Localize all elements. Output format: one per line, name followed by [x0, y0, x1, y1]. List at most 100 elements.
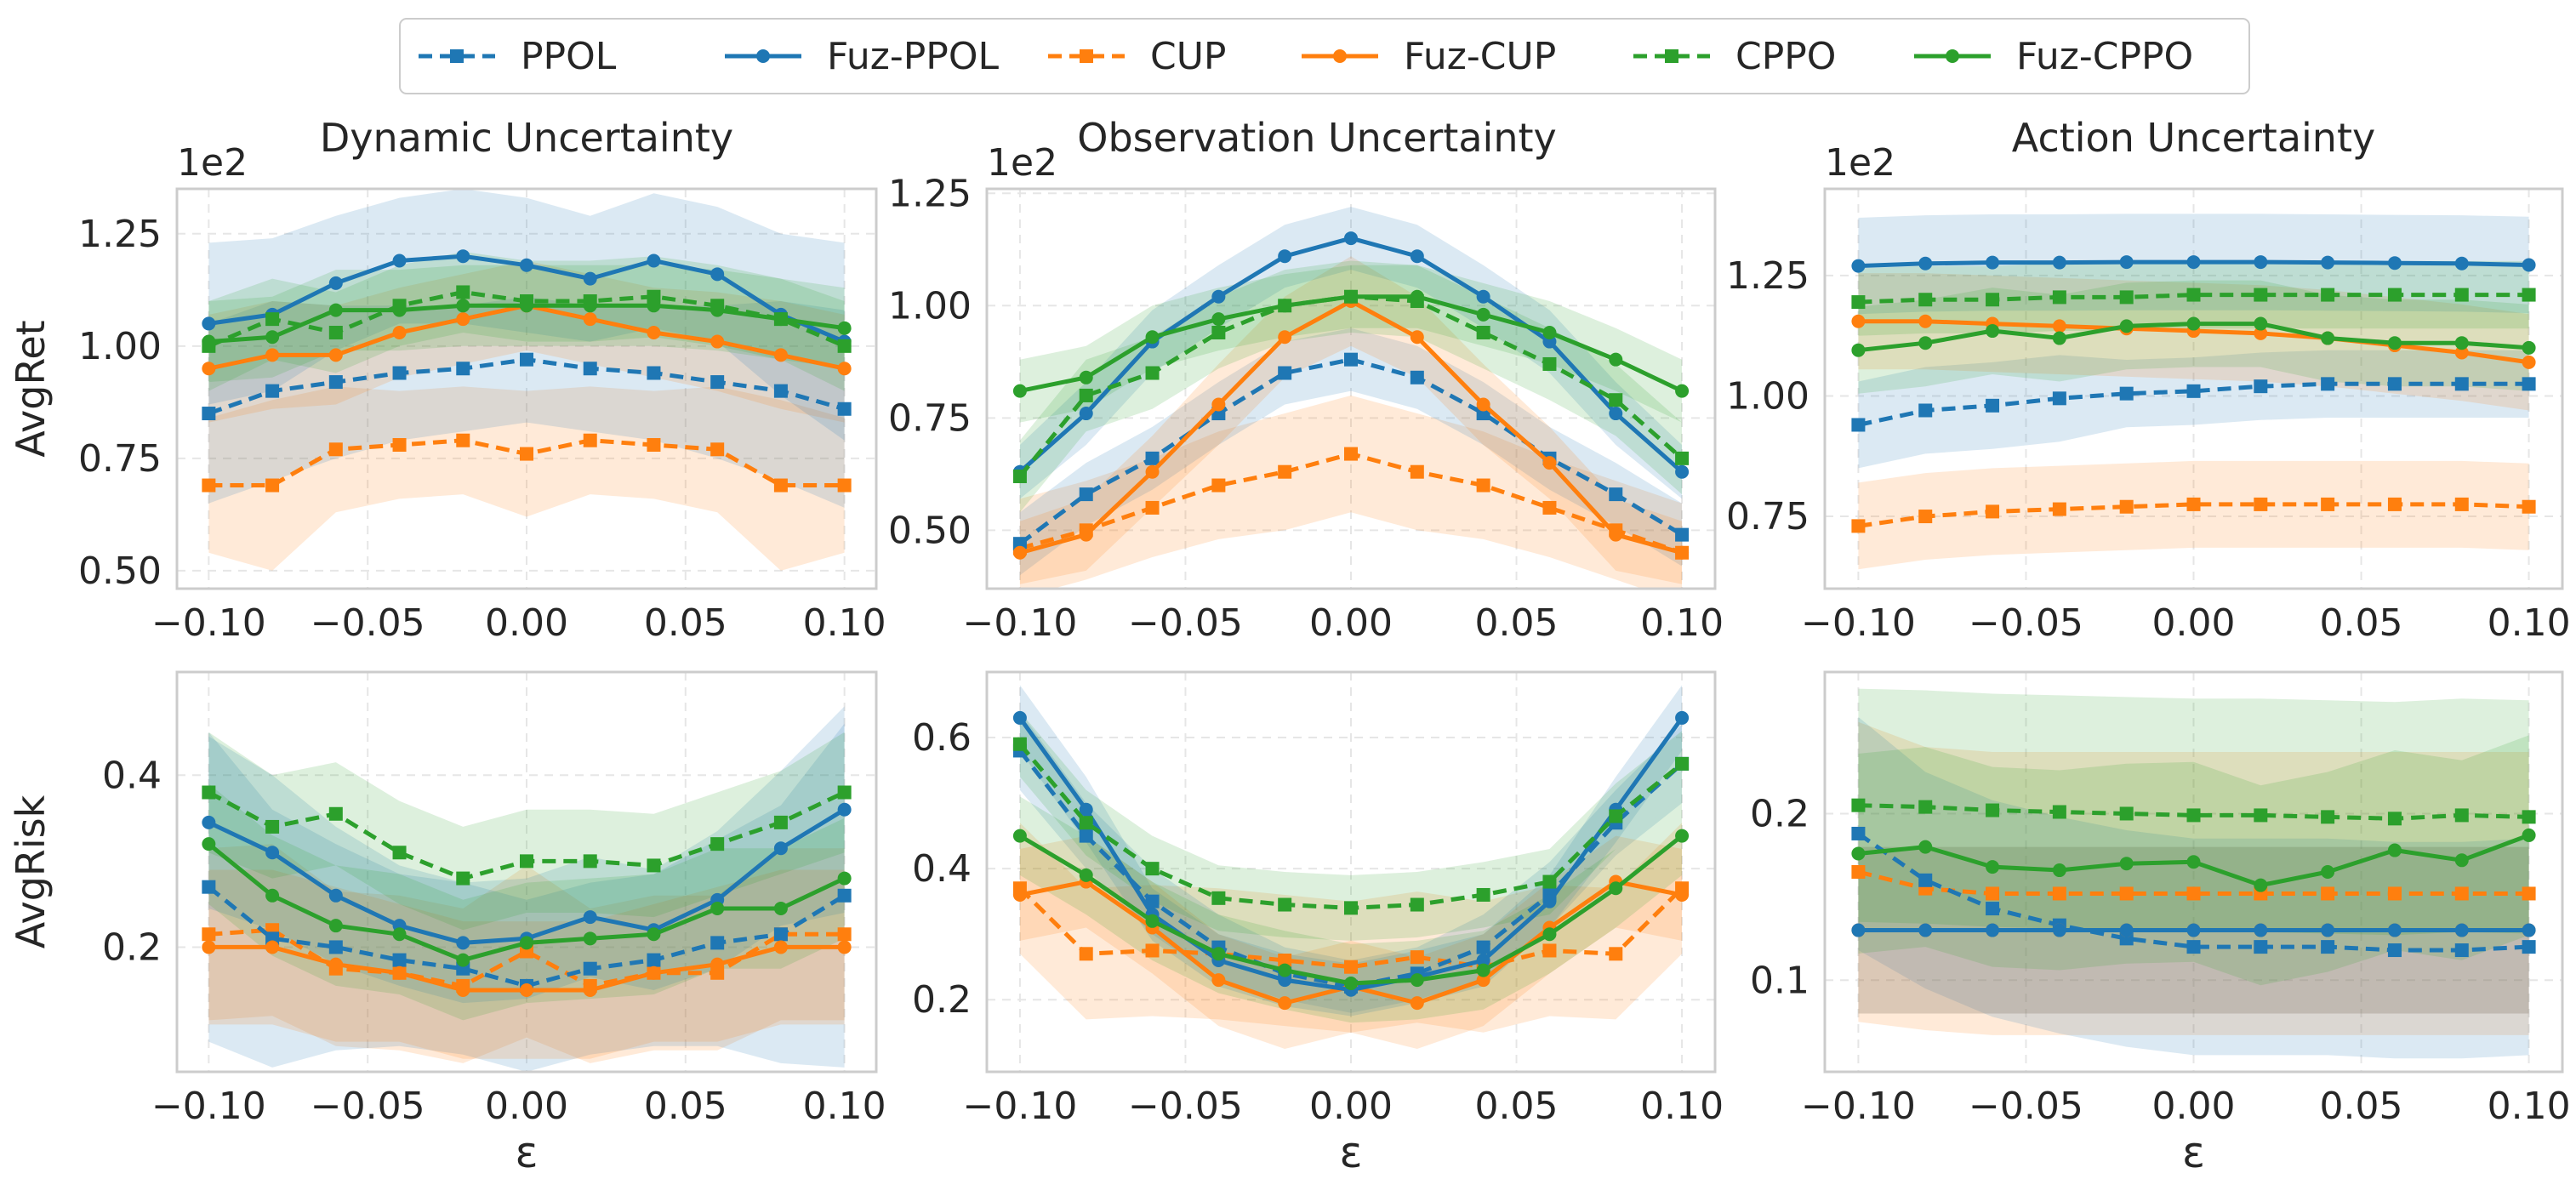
x-tick-label: −0.10 [151, 1085, 266, 1128]
panel-frame [1823, 187, 2564, 590]
band-fuz-cup [1019, 256, 1683, 584]
series-line [1858, 293, 2529, 305]
x-tick-label: 0.05 [644, 601, 727, 645]
data-point [328, 303, 343, 317]
legend-marker-sample [1333, 49, 1347, 63]
data-point [1079, 388, 1093, 402]
data-point [520, 447, 533, 461]
data-point [2321, 886, 2335, 901]
data-point [265, 819, 280, 834]
data-point [1145, 451, 1160, 465]
data-point [2052, 886, 2066, 901]
data-point [1145, 862, 1160, 876]
data-point [647, 927, 661, 942]
data-point [1986, 504, 2000, 519]
legend-label: Fuz-CPPO [2016, 35, 2193, 78]
data-point [1476, 289, 1490, 304]
data-point [2387, 336, 2402, 350]
data-point [1918, 336, 1933, 350]
axis-offset-label: 1e2 [1825, 141, 1895, 185]
data-point [1278, 464, 1292, 479]
data-point [392, 965, 407, 980]
data-point [2454, 288, 2469, 302]
data-point [392, 253, 407, 268]
data-point [2321, 377, 2335, 391]
data-point [1918, 873, 1933, 887]
legend-marker-sample [1946, 49, 1959, 63]
data-point [583, 299, 597, 313]
data-point [2052, 502, 2066, 516]
panel-dyn-risk: −0.10 −0.05 0.00 0.05 0.10 0.2 0.4 AvgRisk ε [8, 670, 886, 1177]
data-point [1145, 914, 1160, 928]
x-tick-label: 0.10 [1640, 601, 1724, 645]
data-point [1278, 963, 1292, 977]
data-point [1344, 231, 1358, 246]
y-tick-label: 0.4 [912, 847, 972, 891]
data-point [1918, 293, 1933, 307]
data-point [583, 931, 597, 946]
data-point [1410, 330, 1424, 345]
data-point [1918, 800, 1933, 814]
data-point [265, 888, 280, 903]
data-point [1344, 960, 1358, 974]
data-point [1012, 887, 1027, 902]
data-point [583, 961, 597, 976]
data-point [328, 442, 343, 457]
data-point [647, 858, 661, 873]
y-tick-label: 0.2 [1750, 792, 1809, 835]
x-tick-label: 0.00 [2152, 601, 2236, 645]
data-point [773, 815, 788, 829]
plot-area [202, 706, 852, 1072]
data-point [2454, 923, 2469, 937]
legend-label: CPPO [1735, 35, 1836, 78]
data-point [2387, 943, 2402, 958]
data-point [2522, 886, 2536, 901]
band-cppo [208, 732, 845, 931]
data-point [2387, 886, 2402, 901]
data-point [583, 271, 597, 286]
data-point [2522, 288, 2536, 302]
data-point [1145, 464, 1160, 479]
data-point [1344, 289, 1358, 304]
data-point [710, 334, 725, 349]
data-point [2522, 340, 2536, 355]
data-point [2387, 923, 2402, 937]
data-point [1851, 519, 1866, 533]
data-point [2052, 319, 2066, 333]
series-cup [1851, 497, 2536, 533]
data-point [647, 366, 661, 380]
data-point [456, 433, 470, 447]
data-point [2254, 940, 2268, 954]
x-tick-labels: −0.10 −0.05 0.00 0.05 0.10 [962, 601, 1724, 645]
data-point [520, 258, 533, 272]
legend-marker-sample [450, 49, 464, 63]
data-point [2522, 355, 2536, 369]
data-point [456, 299, 470, 313]
band-cup [208, 386, 845, 571]
y-tick-label: 0.75 [888, 396, 972, 440]
data-point [1675, 829, 1690, 843]
data-point [2321, 331, 2335, 345]
data-point [1675, 464, 1690, 479]
data-point [2321, 810, 2335, 824]
x-axis-label: ε [1339, 1128, 1362, 1177]
data-point [1675, 451, 1690, 465]
data-point [837, 478, 852, 493]
data-point [1542, 927, 1557, 942]
data-point [647, 299, 661, 313]
data-point [2454, 886, 2469, 901]
data-point [202, 316, 216, 331]
band-ppol [1858, 350, 2529, 469]
x-tick-label: −0.05 [1128, 601, 1243, 645]
data-point [328, 957, 343, 971]
y-tick-labels: 0.1 0.2 [1750, 792, 1809, 1002]
data-point [2522, 810, 2536, 824]
data-point [1675, 545, 1690, 560]
y-tick-label: 1.25 [78, 213, 162, 256]
data-point [710, 837, 725, 852]
x-tick-label: −0.10 [151, 601, 266, 645]
data-point [2186, 940, 2201, 954]
data-point [456, 285, 470, 299]
x-tick-label: 0.00 [485, 1085, 568, 1128]
x-tick-label: 0.00 [1309, 1085, 1393, 1128]
